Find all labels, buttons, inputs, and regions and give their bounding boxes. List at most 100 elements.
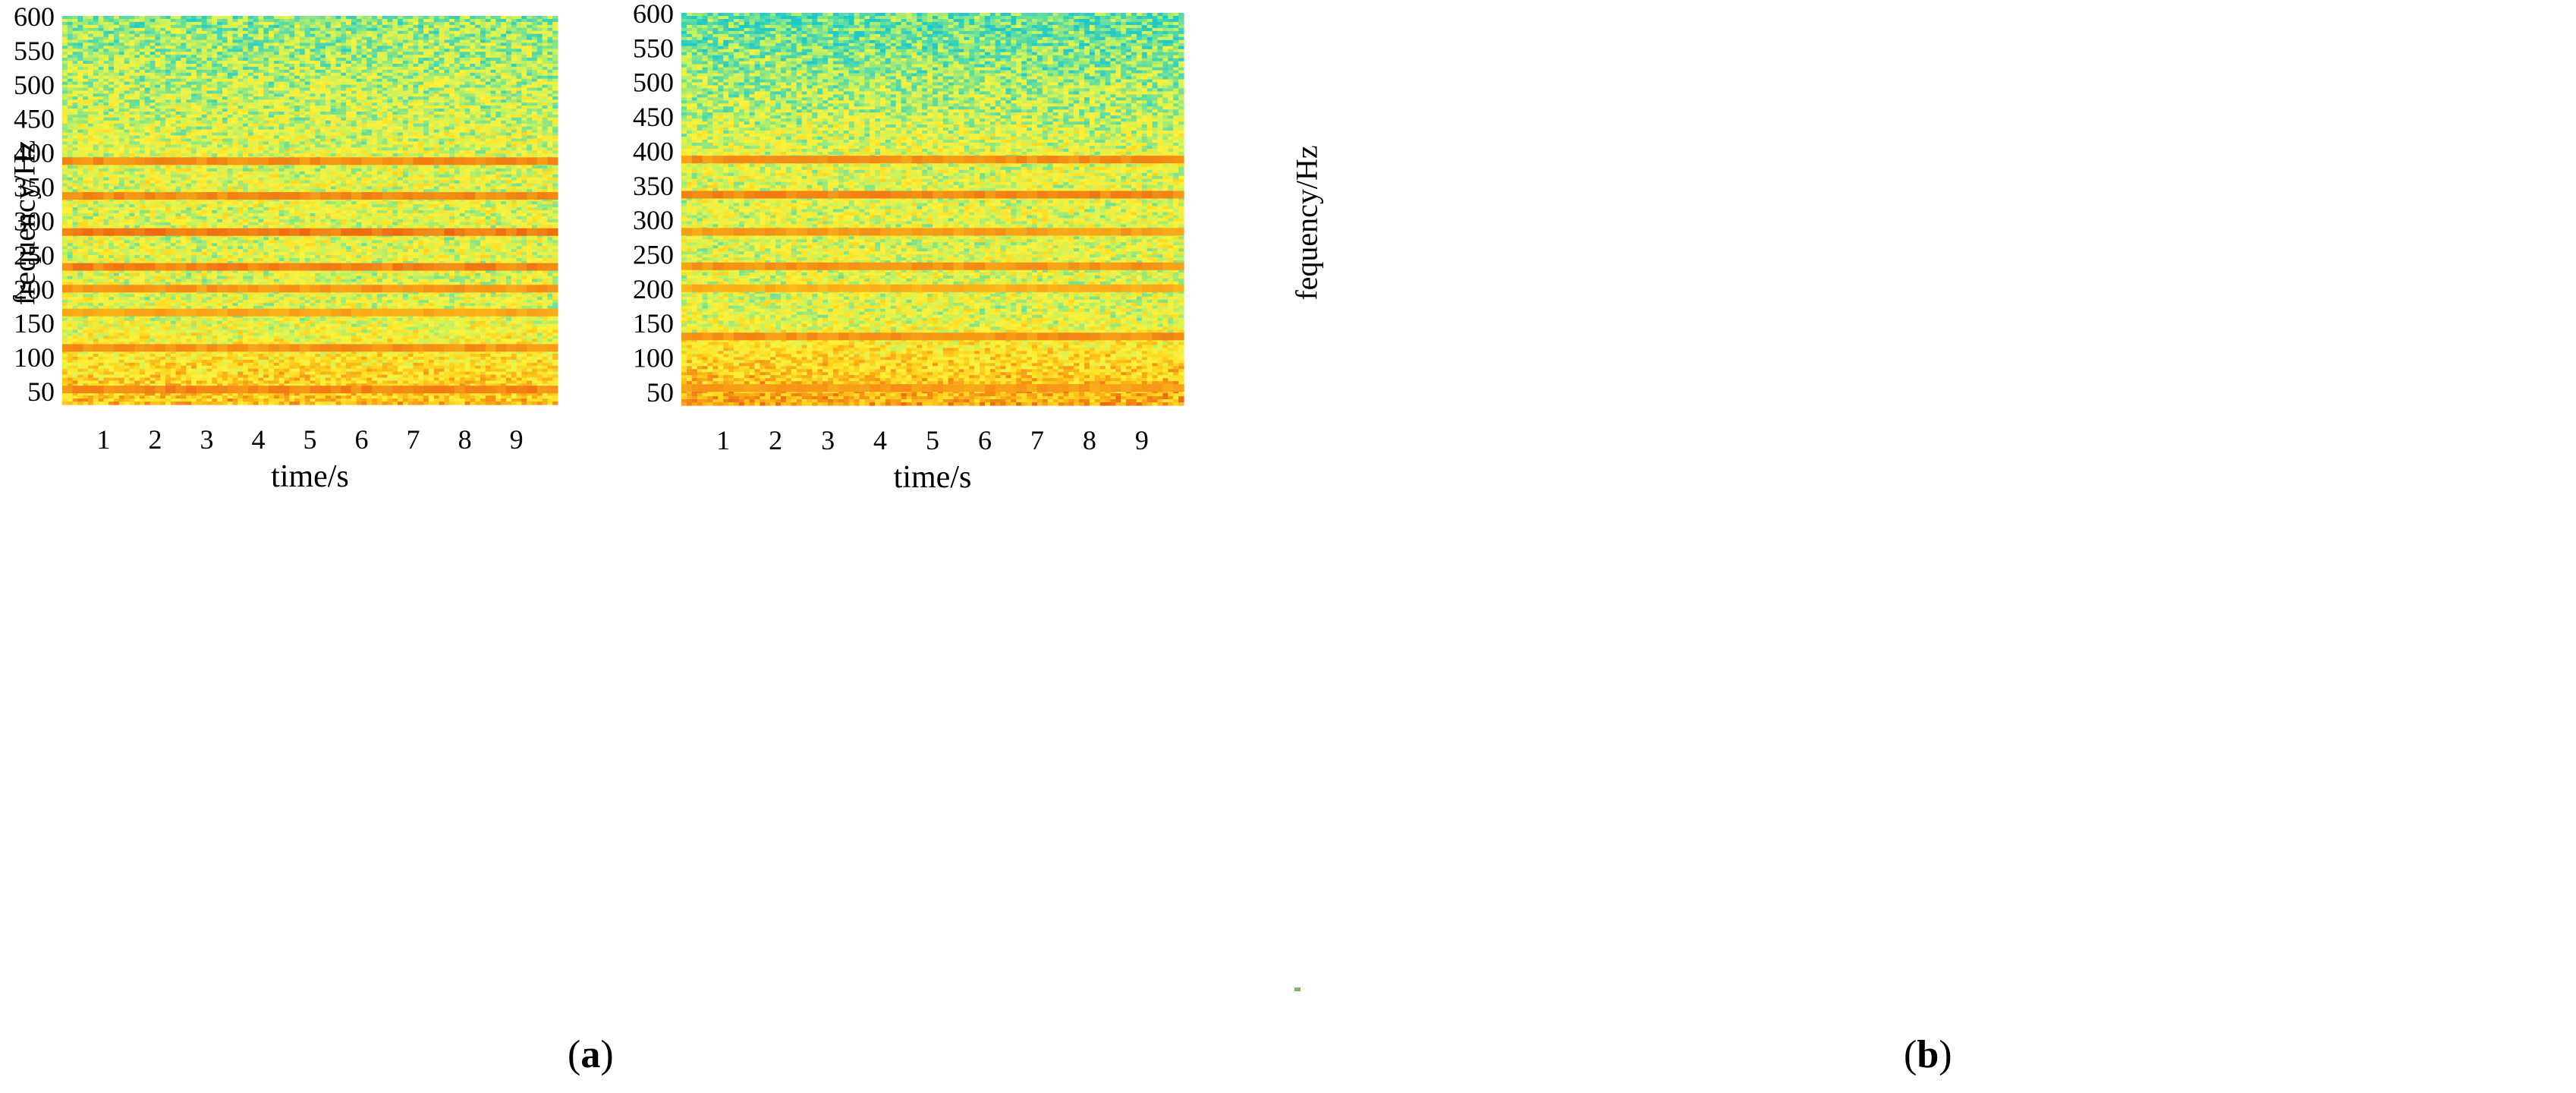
harmonic-line-segment [880, 284, 892, 292]
harmonic-line-segment [536, 263, 548, 271]
harmonic-line-segment [807, 262, 818, 270]
x-tick-label: 9 [510, 424, 524, 455]
harmonic-line-segment [942, 284, 955, 292]
harmonic-line-segment [734, 332, 745, 341]
harmonic-line-segment [536, 386, 548, 394]
harmonic-line-segment [144, 285, 156, 293]
stray-mark [1294, 987, 1301, 991]
x-tick-label: 4 [873, 425, 887, 455]
harmonic-line-segment [734, 262, 745, 270]
harmonic-line-segment [681, 156, 693, 164]
harmonic-line-segment [341, 157, 352, 165]
harmonic-line-segment [454, 285, 466, 293]
harmonic-line-segment [351, 192, 363, 200]
harmonic-line-segment [1173, 384, 1184, 392]
harmonic-line-segment [723, 284, 734, 292]
harmonic-line-segment [114, 344, 125, 352]
harmonic-line-segment [933, 332, 944, 341]
harmonic-line-segment [382, 308, 393, 317]
harmonic-line-segment [310, 386, 321, 394]
harmonic-line-segment [702, 284, 713, 292]
harmonic-line-segment [901, 332, 912, 341]
harmonic-line-segment [413, 386, 424, 394]
harmonic-line-segment [433, 228, 445, 236]
x-tick-label: 6 [978, 425, 992, 455]
x-tick-label: 5 [926, 425, 939, 455]
harmonic-line-segment [495, 157, 507, 165]
harmonic-line-segment [1068, 262, 1080, 270]
harmonic-line-segment [62, 192, 74, 200]
harmonic-line-segment [1173, 332, 1184, 341]
harmonic-line-segment [995, 284, 1007, 292]
y-tick-label: 250 [14, 240, 55, 270]
harmonic-line-segment [93, 344, 104, 352]
harmonic-line-segment [901, 262, 912, 270]
harmonic-line-segment [114, 228, 125, 236]
harmonic-line-segment [817, 284, 829, 292]
harmonic-line-segment [691, 228, 703, 236]
harmonic-line-segment [974, 284, 986, 292]
harmonic-line-segment [681, 191, 693, 199]
harmonic-line-segment [681, 384, 693, 392]
harmonic-line-segment [310, 228, 321, 236]
harmonic-line-segment [320, 263, 332, 271]
y-tick-label: 100 [633, 343, 674, 373]
harmonic-line-segment [828, 191, 839, 199]
harmonic-line-segment [1005, 156, 1017, 164]
harmonic-line-segment [1152, 228, 1163, 236]
harmonic-line-segment [372, 263, 383, 271]
harmonic-line-segment [72, 344, 83, 352]
harmonic-line-segment [1068, 228, 1080, 236]
harmonic-line-segment [785, 156, 797, 164]
harmonic-line-segment [1152, 156, 1163, 164]
harmonic-line-segment [796, 262, 808, 270]
harmonic-line-segment [402, 344, 414, 352]
harmonic-line-segment [227, 386, 238, 394]
harmonic-line-segment [796, 384, 808, 392]
harmonic-line-segment [744, 284, 756, 292]
harmonic-line-segment [516, 308, 527, 317]
harmonic-line-segment [870, 262, 881, 270]
harmonic-line-segment [320, 285, 332, 293]
harmonic-line-segment [1047, 262, 1059, 270]
harmonic-line-segment [712, 384, 724, 392]
panel-caption: (a) [568, 1032, 614, 1077]
harmonic-line-segment [227, 192, 238, 200]
harmonic-line-segment [785, 284, 797, 292]
harmonic-line-segment [880, 191, 892, 199]
harmonic-line-segment [974, 332, 986, 341]
harmonic-line-segment [848, 284, 860, 292]
harmonic-line-segment [922, 228, 933, 236]
harmonic-line-segment [247, 344, 259, 352]
harmonic-line-segment [114, 285, 125, 293]
x-tick-label: 3 [821, 425, 835, 455]
harmonic-line-segment [485, 344, 496, 352]
harmonic-line-segment [527, 263, 538, 271]
harmonic-line-segment [527, 308, 538, 317]
y-tick-label: 600 [633, 0, 674, 29]
harmonic-line-segment [372, 308, 383, 317]
harmonic-line-segment [942, 332, 955, 341]
harmonic-line-segment [1005, 262, 1017, 270]
harmonic-line-segment [1089, 332, 1101, 341]
harmonic-line-segment [1162, 156, 1174, 164]
harmonic-line-segment [890, 191, 902, 199]
harmonic-line-segment [289, 192, 300, 200]
harmonic-line-segment [413, 344, 424, 352]
harmonic-line-segment [1110, 284, 1121, 292]
harmonic-line-segment [475, 157, 486, 165]
y-axis-label: frequency/Hz [7, 109, 42, 337]
harmonic-line-segment [1005, 332, 1017, 341]
harmonic-line-segment [227, 308, 238, 317]
harmonic-line-segment [1141, 332, 1153, 341]
harmonic-line-segment [775, 191, 787, 199]
harmonic-line-segment [196, 344, 208, 352]
x-tick-label: 2 [148, 424, 162, 455]
harmonic-line-segment [536, 285, 548, 293]
harmonic-line-segment [681, 284, 693, 292]
harmonic-line-segment [734, 284, 745, 292]
harmonic-line-segment [475, 263, 486, 271]
harmonic-line-segment [1036, 332, 1049, 341]
harmonic-line-segment [1047, 228, 1059, 236]
